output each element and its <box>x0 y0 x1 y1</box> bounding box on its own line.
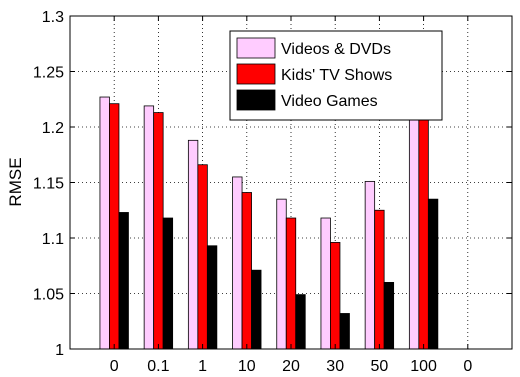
y-tick-label: 1.3 <box>42 9 64 26</box>
legend-label: Kids' TV Shows <box>281 67 392 84</box>
bar-videos-dvds <box>99 96 110 350</box>
y-axis-label: RMSE <box>6 157 25 206</box>
y-tick-label: 1.2 <box>42 120 64 137</box>
bar-video-games <box>295 294 306 350</box>
bar-videos-dvds <box>143 105 155 350</box>
legend-swatch <box>236 89 276 111</box>
bar-video-games <box>118 212 129 350</box>
bar-video-games <box>162 217 174 350</box>
x-tick-label: 10 <box>238 358 256 375</box>
bar-videos-dvds <box>187 139 199 350</box>
bar-kids-tv-shows <box>418 85 429 350</box>
bar-video-games <box>427 198 439 350</box>
y-tick-label: 1.15 <box>33 176 64 193</box>
x-tick-labels: 0 0.1 1 10 20 30 50 100 0 <box>110 358 473 375</box>
y-tick-label: 1.1 <box>42 231 64 248</box>
x-tick-label: 1 <box>198 358 207 375</box>
bar-videos-dvds <box>364 180 376 350</box>
bar-kids-tv-shows <box>285 217 297 350</box>
x-tick-label: 0 <box>110 358 119 375</box>
x-tick-label: 20 <box>282 358 300 375</box>
y-tick-label: 1 <box>55 342 64 359</box>
x-tick-label: 100 <box>410 358 437 375</box>
bar-video-games <box>383 281 395 350</box>
x-tick-label: 0.1 <box>147 358 169 375</box>
bar-videos-dvds <box>232 176 243 350</box>
bar-video-games <box>206 245 218 350</box>
legend-label: Video Games <box>281 93 378 110</box>
bar-kids-tv-shows <box>374 209 385 350</box>
y-tick-labels: 1 1.05 1.1 1.15 1.2 1.25 1.3 <box>33 9 64 359</box>
legend-swatch <box>236 37 276 59</box>
bar-videos-dvds <box>276 198 287 350</box>
legend-swatch <box>236 63 276 85</box>
bar-kids-tv-shows <box>330 242 341 350</box>
legend-label: Videos & DVDs <box>281 41 391 58</box>
y-tick-label: 1.25 <box>33 65 64 82</box>
legend: Videos & DVDs Kids' TV Shows Video Games <box>229 30 443 121</box>
bar-kids-tv-shows <box>153 112 164 350</box>
bar-kids-tv-shows <box>241 192 252 350</box>
bar-video-games <box>251 269 262 350</box>
x-tick-label: 0 <box>463 358 472 375</box>
bar-video-games <box>339 313 350 350</box>
x-tick-label: 30 <box>326 358 344 375</box>
bar-videos-dvds <box>320 217 331 350</box>
bar-kids-tv-shows <box>197 164 208 350</box>
axis-ticks <box>70 15 512 350</box>
bar-kids-tv-shows <box>109 103 120 350</box>
x-tick-label: 50 <box>371 358 389 375</box>
y-tick-label: 1.05 <box>33 287 64 304</box>
